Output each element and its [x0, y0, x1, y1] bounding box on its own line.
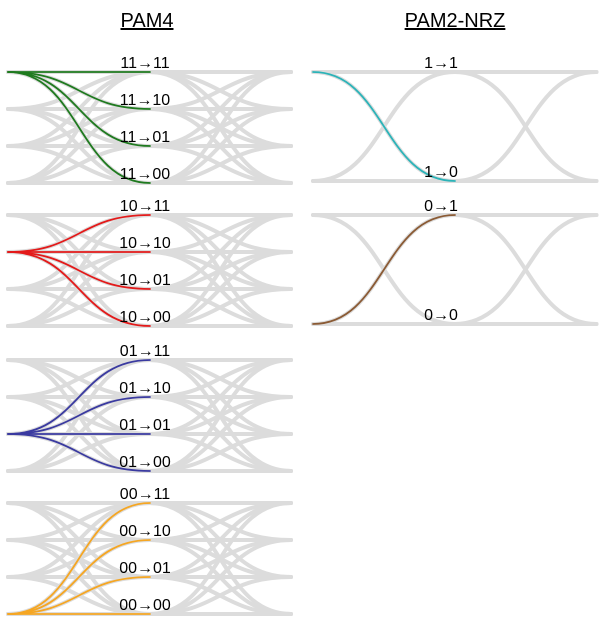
pam4-title: PAM4: [121, 10, 174, 32]
eye-trace: [452, 213, 599, 326]
pam4-transition-label: 10→11: [120, 198, 171, 215]
pam4-transition-01-0: [7, 359, 151, 435]
pam4-panel-11: 11→11 11→10 11→01 11→00: [6, 55, 293, 186]
pam4-transition-01-1: [7, 396, 151, 435]
eye-trace: [452, 70, 599, 183]
nrz-transition-label: 0→0: [424, 307, 458, 324]
pam4-transition-10-3: [7, 251, 151, 327]
pam4-transition-label: 10→10: [119, 235, 171, 252]
nrz-transition-label: 1→0: [424, 164, 458, 181]
pam4-transition-10-2: [7, 251, 151, 290]
pam4-transition-11-3: [7, 71, 151, 184]
pam4-transition-label: 11→00: [120, 166, 171, 183]
pam4-transition-label: 00→10: [119, 523, 171, 540]
nrz-transition-0: [312, 214, 456, 325]
pam4-transition-label: 00→00: [119, 597, 171, 614]
nrz-panel-1: 1→1 1→0: [311, 55, 599, 184]
pam4-transition-label: 11→10: [120, 92, 171, 109]
nrz-transition-label: 1→1: [424, 55, 458, 72]
pam4-transition-label: 11→11: [120, 55, 169, 72]
pam4-transition-label: 10→01: [119, 272, 171, 289]
pam4-transition-00-2: [7, 576, 151, 615]
pam4-transition-label: 00→11: [120, 486, 171, 503]
pam4-panel-00: 00→11 00→10 00→01 00→00: [6, 486, 293, 617]
pam4-panel-10: 10→11 10→10 10→01 10→00: [6, 198, 293, 329]
pam4-transition-01-3: [7, 433, 151, 472]
nrz-transition-label: 0→1: [424, 198, 458, 215]
pam4-transition-label: 01→00: [119, 454, 171, 471]
nrz-transition-1: [312, 71, 456, 182]
pam4-transition-label: 11→01: [120, 129, 171, 146]
pam4-transition-10-0: [7, 214, 151, 253]
pam4-transition-00-1: [7, 539, 151, 615]
pam4-transition-00-0: [7, 502, 151, 615]
pam4-panels: 11→11 11→10 11→01 11→00 10→11 10→10 10→01 10→00…: [6, 55, 293, 617]
pam4-transition-label: 01→01: [119, 417, 171, 434]
nrz-title: PAM2-NRZ: [405, 10, 506, 32]
nrz-panel-0: 0→1 0→0: [311, 198, 599, 326]
pam4-transition-11-1: [7, 71, 151, 110]
pam4-panel-01: 01→11 01→10 01→01 01→00: [6, 343, 293, 474]
pam4-transition-label: 01→11: [120, 343, 171, 360]
pam4-transition-label: 10→00: [119, 309, 171, 326]
nrz-panels: 1→1 1→0 0→1 0→0: [311, 55, 599, 326]
pam4-transition-label: 01→10: [119, 380, 171, 397]
pam4-transition-label: 00→01: [119, 560, 171, 577]
pam4-transition-11-2: [7, 71, 151, 147]
